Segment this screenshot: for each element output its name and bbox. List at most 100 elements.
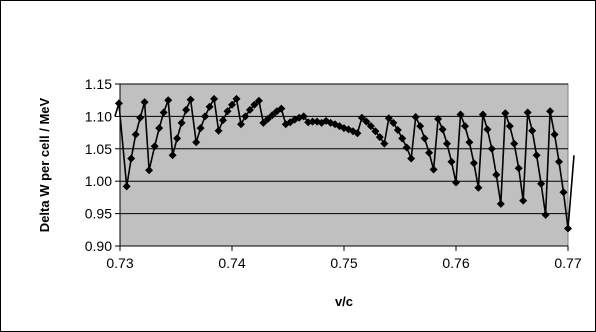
data-point	[546, 107, 555, 116]
data-point	[232, 94, 241, 103]
x-tick-label: 0.76	[442, 255, 469, 271]
data-point	[210, 94, 219, 103]
data-point	[465, 138, 474, 147]
tick-marks	[115, 83, 569, 251]
y-tick-label: 1.15	[85, 76, 112, 92]
data-point	[159, 108, 168, 117]
data-point	[186, 95, 195, 104]
data-point	[443, 139, 451, 148]
data-point	[268, 111, 277, 120]
plot-area	[119, 83, 569, 247]
data-point	[196, 124, 205, 133]
data-point	[411, 113, 420, 121]
data-point	[259, 118, 268, 127]
data-point	[201, 112, 210, 121]
data-point	[532, 151, 541, 160]
data-point	[353, 129, 362, 138]
data-point	[155, 124, 164, 133]
data-point	[168, 151, 177, 160]
data-point	[173, 134, 182, 143]
x-axis-title: v/c	[335, 294, 353, 309]
data-point	[559, 188, 568, 197]
data-point	[425, 148, 434, 157]
data-point	[250, 100, 259, 109]
data-point	[393, 126, 402, 134]
data-point	[237, 120, 245, 129]
data-point	[402, 143, 411, 152]
data-point	[389, 118, 398, 127]
data-point	[131, 130, 140, 139]
data-point	[241, 112, 250, 121]
tick-labels: 0.90 0.95 1.00 1.05 1.10 1.15 0.73 0.74 0.75 0.76…	[85, 76, 582, 271]
y-tick-label: 1.10	[85, 108, 112, 124]
data-point	[127, 154, 136, 163]
data-point	[434, 115, 443, 123]
data-point	[145, 166, 154, 175]
data-point	[214, 126, 223, 135]
data-point	[452, 178, 460, 187]
data-point	[528, 126, 537, 135]
x-tick-label: 0.75	[330, 255, 357, 271]
y-tick-label: 1.00	[85, 173, 112, 189]
x-tick-label: 0.77	[554, 255, 581, 271]
data-point	[150, 142, 159, 151]
gridlines	[120, 83, 568, 215]
data-point	[371, 127, 380, 136]
data-point	[461, 122, 469, 131]
data-point	[380, 139, 389, 148]
data-point	[164, 96, 173, 105]
data-point	[398, 134, 407, 143]
data-point	[420, 134, 429, 143]
data-point	[510, 139, 519, 148]
data-point	[299, 112, 308, 121]
data-point	[177, 118, 186, 127]
data-point	[308, 117, 317, 126]
data-point	[192, 138, 201, 147]
data-point	[416, 122, 425, 131]
data-point	[407, 154, 416, 163]
data-point	[140, 98, 149, 107]
data-point	[122, 182, 131, 191]
data-point	[384, 114, 393, 123]
data-point	[205, 102, 214, 111]
data-point	[487, 144, 496, 153]
data-point	[505, 122, 514, 131]
data-point	[537, 179, 546, 188]
data-point	[136, 113, 145, 122]
data-point	[469, 159, 478, 168]
data-point	[335, 122, 344, 131]
data-point	[366, 122, 375, 131]
data-point	[438, 125, 447, 134]
data-point	[357, 113, 366, 122]
data-point	[263, 115, 272, 123]
y-tick-label: 0.95	[85, 206, 112, 222]
y-tick-label: 0.90	[85, 238, 112, 254]
x-tick-label: 0.73	[106, 255, 133, 271]
data-point	[496, 199, 505, 208]
data-point	[254, 96, 263, 105]
x-tick-label: 0.74	[218, 255, 245, 271]
data-point	[555, 157, 563, 166]
y-tick-label: 1.05	[85, 141, 112, 157]
data-point	[375, 133, 384, 142]
data-point	[245, 105, 254, 114]
data-point	[456, 110, 465, 119]
data-point	[277, 104, 286, 113]
data-point	[228, 100, 236, 109]
series-layer	[114, 94, 575, 233]
data-point	[447, 157, 456, 166]
data-point	[478, 110, 487, 119]
data-point	[362, 117, 371, 126]
data-point	[114, 99, 123, 108]
data-point	[483, 125, 492, 134]
y-axis-title: Delta W per cell / MeV	[37, 97, 52, 232]
data-point	[523, 108, 532, 117]
data-point	[550, 130, 559, 139]
data-point	[541, 210, 550, 219]
data-point	[564, 224, 572, 233]
data-point	[501, 109, 510, 118]
data-point	[223, 107, 232, 116]
data-point	[514, 164, 523, 173]
data-point	[474, 183, 483, 192]
